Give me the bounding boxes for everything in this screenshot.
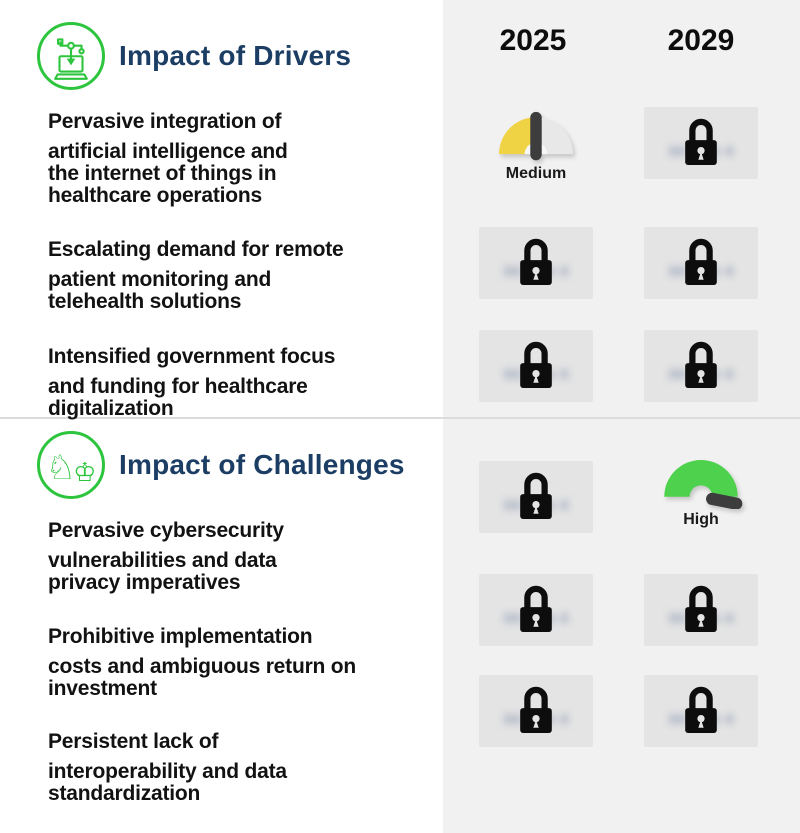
chess-king-glyph: ♔	[73, 457, 97, 487]
locked-value-cell[interactable]: 04 year 4	[644, 675, 758, 747]
column-header-2029: 2029	[667, 24, 735, 57]
gauge-high-dial	[664, 460, 743, 509]
gauge-medium-dial	[499, 111, 573, 161]
lock-icon	[685, 341, 717, 388]
locked-value-cell[interactable]: 04 year 4	[644, 107, 758, 179]
challenges-section-header: ♘ ♔ Impact of Challenges	[37, 431, 405, 499]
lock-icon	[685, 585, 717, 632]
challenges-title: Impact of Challenges	[119, 449, 405, 480]
gauge-level-label: High	[683, 511, 719, 528]
challenge-row-label-2: Prohibitive implementation costs and amb…	[48, 625, 357, 700]
section-divider	[0, 417, 800, 419]
lock-icon	[685, 686, 717, 733]
ai-iot-laptop-icon	[37, 22, 105, 90]
locked-value-cell[interactable]: 04 year 4	[644, 330, 758, 402]
gauge-level-label: Medium	[505, 165, 567, 182]
driver-row-label-1: Pervasive integration of artificial inte…	[48, 110, 288, 207]
lock-icon	[520, 472, 552, 519]
impact-gauge-high: High	[653, 453, 749, 529]
locked-value-cell[interactable]: 04 year 4	[479, 675, 593, 747]
locked-value-cell[interactable]: 04 year 4	[644, 574, 758, 646]
chess-strategy-icon: ♘ ♔	[37, 431, 105, 499]
column-header-2025: 2025	[499, 24, 567, 57]
drivers-title: Impact of Drivers	[119, 40, 352, 71]
locked-value-cell[interactable]: 04 year 4	[479, 461, 593, 533]
lock-icon	[685, 238, 717, 285]
lock-icon	[520, 341, 552, 388]
driver-row-label-2: Escalating demand for remote patient mon…	[48, 238, 344, 313]
lock-icon	[520, 238, 552, 285]
drivers-section-header: Impact of Drivers	[37, 22, 351, 90]
locked-value-cell[interactable]: 04 year 4	[479, 330, 593, 402]
driver-row-label-3: Intensified government focus and funding…	[48, 345, 336, 420]
chess-pieces-glyph: ♘ ♔	[46, 451, 97, 496]
challenge-row-label-1: Pervasive cybersecurity vulnerabilities …	[48, 519, 284, 594]
locked-value-cell[interactable]: 04 year 4	[479, 227, 593, 299]
challenge-row-label-3: Persistent lack of interoperability and …	[48, 730, 287, 805]
locked-value-cell[interactable]: 04 year 4	[479, 574, 593, 646]
impact-gauge-medium: Medium	[488, 110, 584, 183]
locked-value-cell[interactable]: 04 year 4	[644, 227, 758, 299]
lock-icon	[520, 585, 552, 632]
lock-icon	[520, 686, 552, 733]
lock-icon	[685, 118, 717, 165]
chess-knight-glyph: ♘	[45, 449, 77, 487]
